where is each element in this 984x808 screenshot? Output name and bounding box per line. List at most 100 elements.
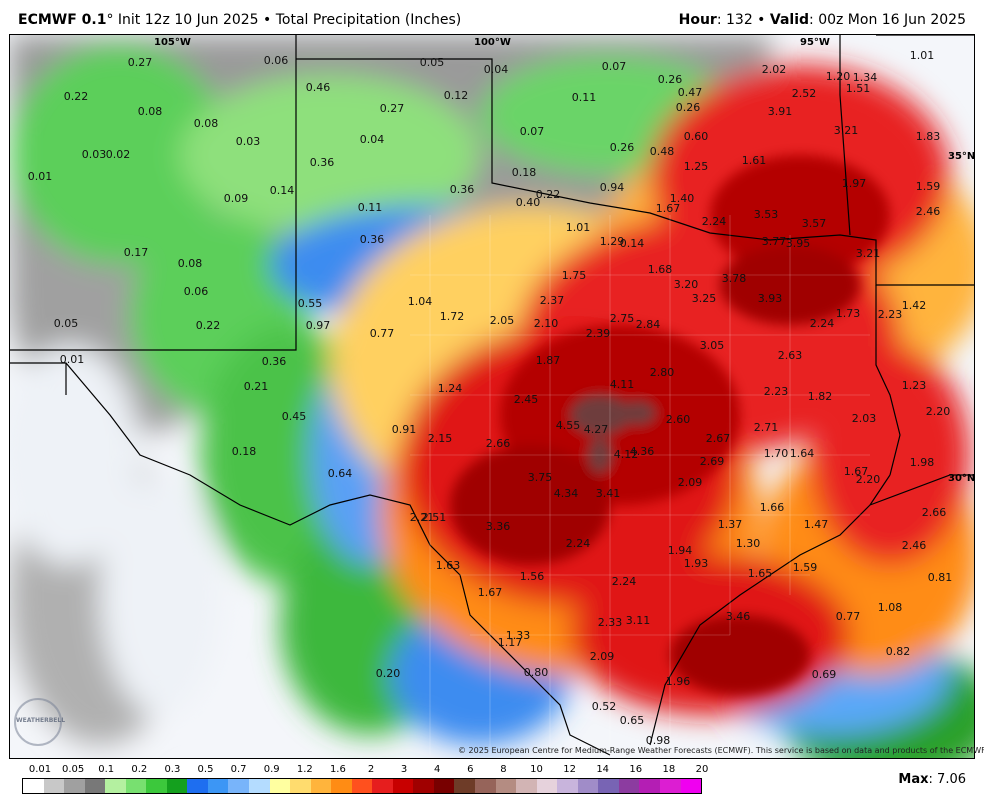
hour-value: : 132 • bbox=[716, 12, 770, 28]
legend-swatch bbox=[105, 779, 126, 793]
legend-swatch bbox=[207, 779, 229, 793]
legend-swatch bbox=[557, 779, 578, 793]
precip-value-label: 0.07 bbox=[520, 125, 545, 138]
precip-value-label: 2.75 bbox=[610, 312, 635, 325]
precip-value-label: 2.23 bbox=[878, 308, 903, 321]
legend-tick-label: 0.9 bbox=[263, 764, 280, 775]
precip-value-label: 0.77 bbox=[370, 327, 395, 340]
legend-tick-label: 0.3 bbox=[164, 764, 181, 775]
state-boundaries bbox=[10, 35, 974, 756]
precip-value-label: 4.11 bbox=[610, 378, 635, 391]
precip-value-label: 0.12 bbox=[444, 89, 469, 102]
precipitation-map[interactable]: 0.27 0.06 0.05 0.04 0.07 0.26 2.02 1.20 1.34 1.01… bbox=[9, 34, 975, 759]
valid-label: Valid bbox=[769, 12, 810, 28]
precip-value-label: 0.18 bbox=[512, 166, 537, 179]
precip-value-label: 3.25 bbox=[692, 292, 717, 305]
legend-swatch bbox=[495, 779, 517, 793]
longitude-labels: 105°W 100°W 95°W 35°N 30°N bbox=[154, 37, 975, 484]
precip-value-label: 3.75 bbox=[528, 471, 553, 484]
precip-value-label: 0.05 bbox=[420, 56, 445, 69]
precip-value-label: 2.02 bbox=[762, 63, 787, 76]
degree-symbol: ° bbox=[106, 12, 114, 28]
precip-value-label: 1.23 bbox=[902, 379, 927, 392]
precip-value-label: 3.78 bbox=[722, 272, 747, 285]
map-title: ECMWF 0.1° Init 12z 10 Jun 2025 • Total … bbox=[18, 12, 461, 28]
precip-value-label: 1.96 bbox=[666, 675, 691, 688]
legend-swatch bbox=[23, 779, 44, 793]
precip-value-label: 0.05 bbox=[54, 317, 79, 330]
legend-swatch bbox=[84, 779, 106, 793]
max-value: Max: 7.06 bbox=[898, 772, 966, 787]
value-labels: 0.27 0.06 0.05 0.04 0.07 0.26 2.02 1.20 1.34 1.01… bbox=[28, 49, 953, 747]
precip-value-label: 1.59 bbox=[916, 180, 941, 193]
precip-value-label: 0.36 bbox=[262, 355, 287, 368]
precip-value-label: 3.95 bbox=[786, 237, 811, 250]
precip-value-label: 3.41 bbox=[596, 487, 621, 500]
precip-value-label: 4.34 bbox=[554, 487, 579, 500]
precip-value-label: 1.33 bbox=[506, 629, 531, 642]
legend-swatch bbox=[249, 779, 270, 793]
precip-value-label: 2.24 bbox=[612, 575, 637, 588]
precip-value-label: 0.36 bbox=[310, 156, 335, 169]
legend-swatch bbox=[146, 779, 167, 793]
hour-label: Hour bbox=[678, 12, 717, 28]
precip-value-label: 1.01 bbox=[566, 221, 591, 234]
precip-value-label: 0.06 bbox=[264, 54, 289, 67]
precip-value-label: 0.26 bbox=[658, 73, 683, 86]
precip-value-label: 0.08 bbox=[138, 105, 163, 118]
precip-value-label: 0.64 bbox=[328, 467, 353, 480]
legend-tick-label: 0.7 bbox=[230, 764, 247, 775]
precip-value-label: 2.71 bbox=[754, 421, 779, 434]
legend-swatch bbox=[372, 779, 393, 793]
legend-swatch bbox=[516, 779, 537, 793]
precip-value-label: 3.46 bbox=[726, 610, 751, 623]
precip-value-label: 1.72 bbox=[440, 310, 465, 323]
precip-value-label: 0.94 bbox=[600, 181, 625, 194]
precip-value-label: 1.40 bbox=[670, 192, 695, 205]
precip-value-label: 0.27 bbox=[128, 56, 153, 69]
precip-value-label: 3.21 bbox=[856, 247, 881, 260]
precip-value-label: 0.48 bbox=[650, 145, 675, 158]
legend-swatch bbox=[351, 779, 373, 793]
precip-value-label: 4.36 bbox=[630, 445, 655, 458]
precip-value-label: 0.21 bbox=[244, 380, 269, 393]
lat-label-30n: 30°N bbox=[948, 473, 975, 484]
valid-value: : 00z Mon 16 Jun 2025 bbox=[809, 12, 966, 28]
precip-value-label: 1.82 bbox=[808, 390, 833, 403]
precip-value-label: 1.67 bbox=[478, 586, 503, 599]
precip-value-label: 0.04 bbox=[484, 63, 509, 76]
legend-tick-label: 8 bbox=[500, 764, 507, 775]
precip-value-label: 0.46 bbox=[306, 81, 331, 94]
precip-value-label: 1.17 bbox=[498, 636, 523, 649]
precip-value-label: 3.91 bbox=[768, 105, 793, 118]
legend-swatch bbox=[269, 779, 291, 793]
precip-value-label: 1.83 bbox=[916, 130, 941, 143]
precip-value-label: 2.67 bbox=[706, 432, 731, 445]
precip-value-label: 0.11 bbox=[572, 91, 597, 104]
precip-value-label: 0.60 bbox=[684, 130, 709, 143]
precip-value-label: 2.15 bbox=[428, 432, 453, 445]
precip-value-label: 0.69 bbox=[812, 668, 837, 681]
precip-value-label: 0.36 bbox=[450, 183, 475, 196]
precip-value-label: 1.01 bbox=[910, 49, 935, 62]
precip-value-label: 1.94 bbox=[668, 544, 693, 557]
precip-value-label: 1.42 bbox=[902, 299, 927, 312]
legend-swatch bbox=[187, 779, 208, 793]
precip-value-label: 0.65 bbox=[620, 714, 645, 727]
legend-tick-label: 0.05 bbox=[61, 764, 85, 775]
precip-value-label: 3.21 bbox=[834, 124, 859, 137]
valid-time: Hour: 132 • Valid: 00z Mon 16 Jun 2025 bbox=[679, 12, 966, 28]
precip-value-label: 1.61 bbox=[742, 154, 767, 167]
precip-value-label: 1.64 bbox=[790, 447, 815, 460]
legend-swatch bbox=[454, 779, 476, 793]
lon-label-105w: 105°W bbox=[154, 37, 191, 48]
legend-swatch bbox=[475, 779, 496, 793]
precip-value-label: 2.23 bbox=[764, 385, 789, 398]
precip-value-label: 1.34 bbox=[853, 71, 878, 84]
precip-value-label: 0.77 bbox=[836, 610, 861, 623]
precip-value-label: 0.14 bbox=[620, 237, 645, 250]
legend-tick-label: 6 bbox=[467, 764, 474, 775]
precip-value-label: 1.25 bbox=[684, 160, 709, 173]
precip-value-label: 0.18 bbox=[232, 445, 257, 458]
lon-label-100w: 100°W bbox=[474, 37, 511, 48]
